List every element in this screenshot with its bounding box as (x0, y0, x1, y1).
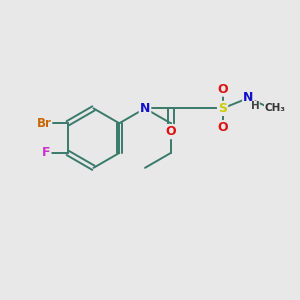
Text: CH₃: CH₃ (265, 103, 286, 113)
Text: N: N (243, 92, 254, 104)
Text: F: F (42, 146, 51, 160)
Text: N: N (140, 102, 150, 115)
Text: Br: Br (37, 117, 51, 130)
Text: H: H (250, 101, 260, 111)
Text: O: O (217, 121, 228, 134)
Text: O: O (166, 125, 176, 138)
Text: S: S (218, 102, 227, 115)
Text: O: O (217, 82, 228, 96)
